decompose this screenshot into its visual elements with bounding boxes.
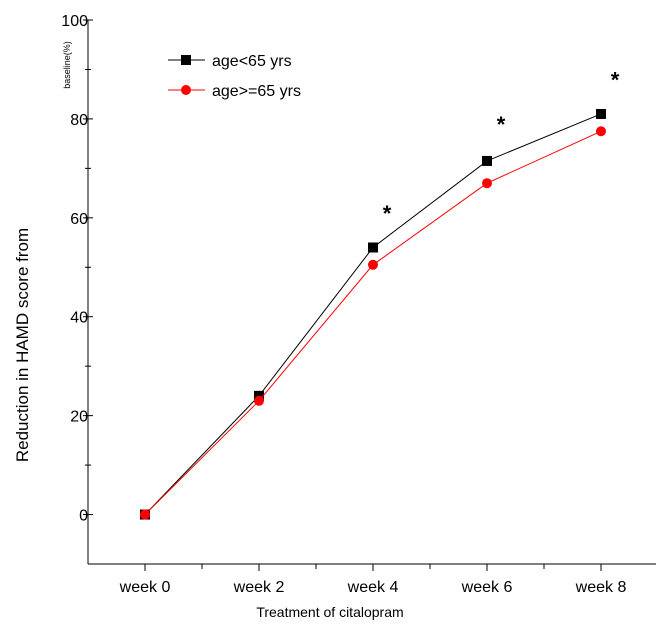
series-line	[144, 130, 602, 515]
significance-star: *	[383, 201, 392, 226]
data-point	[368, 259, 378, 270]
x-axis-label: Treatment of citalopram	[256, 604, 404, 620]
y-axis-label-suffix: baseline(%)	[62, 41, 72, 89]
y-tick-label: 0	[79, 508, 88, 525]
data-point	[482, 178, 492, 189]
y-axis-label: Reduction in HAMD score from	[13, 227, 32, 463]
x-tick-label: week 4	[347, 579, 399, 596]
significance-star: *	[611, 67, 620, 92]
legend-marker	[181, 55, 191, 65]
series-0	[140, 108, 606, 520]
series-layer	[140, 108, 606, 520]
y-tick-label: 80	[70, 112, 88, 129]
legend-entry: age>=65 yrs	[168, 83, 301, 100]
legend: age<65 yrs age>=65 yrs	[168, 53, 301, 100]
legend-label: age<65 yrs	[212, 53, 292, 70]
y-tick-label: 20	[70, 409, 88, 426]
series-1	[140, 126, 606, 520]
data-point	[596, 108, 606, 119]
y-tick-label: 40	[70, 310, 88, 327]
y-tick-label: 60	[70, 211, 88, 228]
series-line	[144, 113, 602, 515]
annotations: * * *	[383, 67, 620, 226]
data-point	[140, 509, 150, 520]
data-point	[254, 395, 264, 406]
y-tick-label: 100	[61, 13, 88, 30]
x-tick-label: week 0	[119, 579, 171, 596]
x-tick-label: week 6	[461, 579, 513, 596]
data-point	[596, 126, 606, 137]
data-point	[482, 155, 492, 166]
legend-label: age>=65 yrs	[212, 83, 301, 100]
legend-entry: age<65 yrs	[168, 53, 292, 70]
x-tick-label: week 2	[233, 579, 285, 596]
tick-marks: 0 20 40 60 80 100 week 0 week 2 week 4 week 6 week…	[61, 13, 626, 596]
legend-marker	[181, 85, 191, 95]
y-axis-label-suffix-container: baseline(%)	[52, 20, 82, 110]
significance-star: *	[497, 112, 506, 137]
axes	[87, 20, 656, 565]
y-axis-label-container: Reduction in HAMD score from	[8, 175, 38, 515]
data-point	[368, 242, 378, 253]
x-tick-label: week 8	[575, 579, 627, 596]
